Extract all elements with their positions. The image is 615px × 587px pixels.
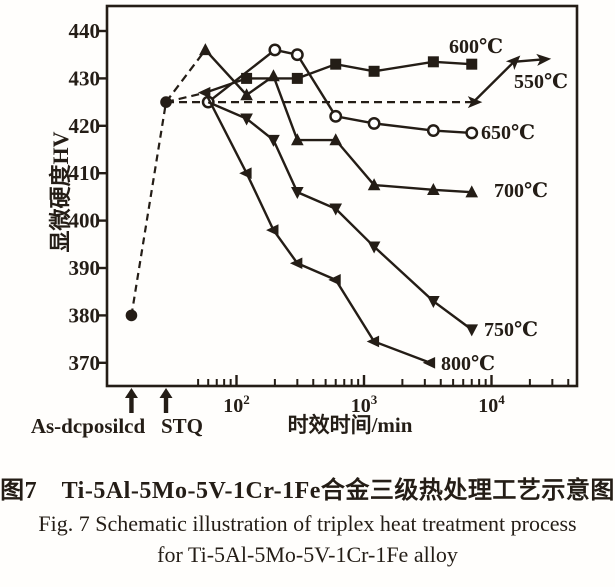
x-tick-label-1000: 103 <box>351 392 378 417</box>
stage-arrow-stq <box>159 388 173 413</box>
series-750℃-marker <box>291 186 304 199</box>
series-700℃-line-0 <box>165 49 207 103</box>
series-550℃-marker <box>536 53 552 66</box>
stage-arrow-as-dcposilcd <box>124 388 138 413</box>
y-tick-label-370: 370 <box>69 351 101 375</box>
hardness-aging-chart: 370 380 390 400 410 420 430 440 102 103 104 时效时间/mi… <box>31 4 579 438</box>
series-600℃-marker <box>330 58 342 70</box>
series-750℃-marker <box>240 113 253 126</box>
stage-label-as-dcposilcd: As-dcposilcd <box>31 414 146 438</box>
series-700℃-marker <box>267 69 280 82</box>
caption-line-en1: Fig. 7 Schematic illustration of triplex… <box>38 511 577 536</box>
series-700℃-line-1 <box>204 49 472 194</box>
caption-line-zh: 图7 Ti-5Al-5Mo-5V-1Cr-1Fe合金三级热处理工艺示意图 <box>0 478 615 504</box>
series-label-700℃: 700℃ <box>494 180 548 202</box>
x-tick-label-10000: 104 <box>478 392 505 417</box>
x-axis-title: 时效时间/min <box>288 413 413 437</box>
series-label-650℃: 650℃ <box>481 122 535 144</box>
series-label-750℃: 750℃ <box>484 319 538 341</box>
y-tick-label-390: 390 <box>69 256 101 280</box>
series-700℃-marker <box>291 133 304 146</box>
y-tick-label-420: 420 <box>69 114 101 138</box>
series-600℃-marker <box>427 56 439 68</box>
series-800℃-line-1 <box>204 92 431 364</box>
series-label-550℃: 550℃ <box>514 71 568 93</box>
series-650℃-marker <box>329 109 343 123</box>
plot-frame <box>105 4 579 388</box>
series-800℃-marker <box>328 274 341 286</box>
stage-label-stq: STQ <box>161 414 203 438</box>
series-650℃-marker <box>367 116 381 130</box>
series-600℃-marker <box>368 65 380 77</box>
series-750℃-marker <box>427 295 440 308</box>
stage-point-as-dcposilcd <box>125 309 138 322</box>
y-axis-title: 显微硬度HV <box>48 131 73 252</box>
caption-line-en2: for Ti-5Al-5Mo-5V-1Cr-1Fe alloy <box>157 542 458 567</box>
series-650℃-marker <box>290 48 304 62</box>
series-800℃-marker <box>422 357 436 369</box>
series-600℃-marker <box>466 58 478 70</box>
y-tick-label-400: 400 <box>69 209 101 233</box>
series-label-800℃: 800℃ <box>441 353 495 375</box>
series-800℃-marker <box>266 224 279 236</box>
series-600℃-marker <box>291 72 303 84</box>
series-700℃-marker <box>427 182 440 195</box>
series-800℃-marker <box>239 167 252 179</box>
series-650℃-marker <box>465 126 479 140</box>
series-750℃-marker <box>267 134 280 147</box>
series-700℃-marker <box>199 43 212 56</box>
series-700℃-marker <box>240 88 253 101</box>
series-700℃-marker <box>367 178 381 191</box>
series-650℃-marker <box>268 43 282 57</box>
y-tick-label-380: 380 <box>69 303 101 327</box>
series-750℃-marker <box>465 324 479 337</box>
y-tick-label-430: 430 <box>69 66 101 90</box>
figure-caption: 图7 Ti-5Al-5Mo-5V-1Cr-1Fe合金三级热处理工艺示意图 Fig… <box>0 474 615 570</box>
y-tick-label-410: 410 <box>69 161 101 185</box>
series-550℃-marker <box>505 55 521 70</box>
series-800℃-marker <box>289 257 303 270</box>
y-tick-label-440: 440 <box>69 19 101 43</box>
series-600℃-marker <box>241 72 253 84</box>
series-550℃-marker <box>467 96 483 109</box>
x-tick-label-100: 102 <box>223 392 250 417</box>
stage-connector-dashed <box>130 101 168 316</box>
series-800℃-line-0 <box>165 91 206 104</box>
series-800℃-marker <box>366 335 380 348</box>
series-650℃-marker <box>426 124 440 137</box>
series-label-600℃: 600℃ <box>449 36 503 58</box>
series-800℃-marker <box>197 86 211 99</box>
series-750℃-marker <box>329 203 343 216</box>
series-750℃-marker <box>367 241 381 254</box>
series-700℃-marker <box>329 133 343 146</box>
series-750℃-line-0 <box>207 100 473 331</box>
series-700℃-marker <box>465 185 479 198</box>
